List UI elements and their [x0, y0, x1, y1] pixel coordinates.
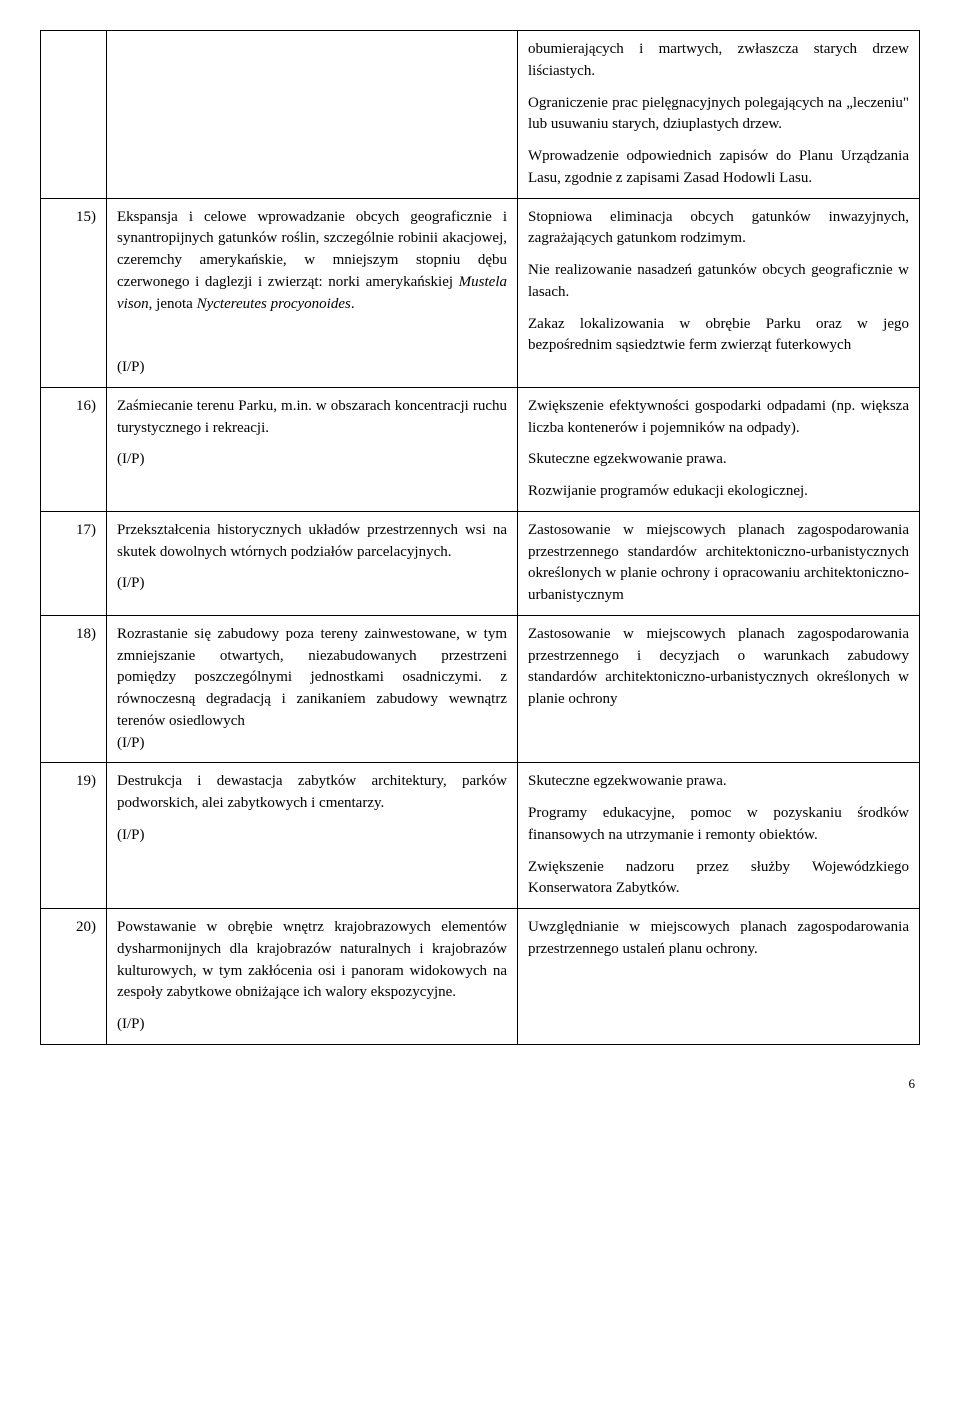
mitigation-actions: Zastosowanie w miejscowych planach zagos… [518, 511, 920, 615]
table-row: 15)Ekspansja i celowe wprowadzanie obcyc… [41, 198, 920, 387]
page-number: 6 [40, 1075, 920, 1094]
row-number: 20) [41, 909, 107, 1045]
threats-table: obumierających i martwych, zwłaszcza sta… [40, 30, 920, 1045]
threat-description: Powstawanie w obrębie wnętrz krajobrazow… [107, 909, 518, 1045]
table-row: 20)Powstawanie w obrębie wnętrz krajobra… [41, 909, 920, 1045]
table-row: 19)Destrukcja i dewastacja zabytków arch… [41, 763, 920, 909]
row-number: 19) [41, 763, 107, 909]
row-number: 15) [41, 198, 107, 387]
threat-description: Przekształcenia historycznych układów pr… [107, 511, 518, 615]
row-number: 18) [41, 615, 107, 763]
table-row: 18)Rozrastanie się zabudowy poza tereny … [41, 615, 920, 763]
table-row: 17)Przekształcenia historycznych układów… [41, 511, 920, 615]
threat-description [107, 31, 518, 199]
threat-description: Rozrastanie się zabudowy poza tereny zai… [107, 615, 518, 763]
table-row: 16)Zaśmiecanie terenu Parku, m.in. w obs… [41, 387, 920, 511]
mitigation-actions: obumierających i martwych, zwłaszcza sta… [518, 31, 920, 199]
row-number: 17) [41, 511, 107, 615]
threat-description: Zaśmiecanie terenu Parku, m.in. w obszar… [107, 387, 518, 511]
row-number: 16) [41, 387, 107, 511]
table-row: obumierających i martwych, zwłaszcza sta… [41, 31, 920, 199]
threat-description: Ekspansja i celowe wprowadzanie obcych g… [107, 198, 518, 387]
mitigation-actions: Zwiększenie efektywności gospodarki odpa… [518, 387, 920, 511]
mitigation-actions: Zastosowanie w miejscowych planach zagos… [518, 615, 920, 763]
threat-description: Destrukcja i dewastacja zabytków archite… [107, 763, 518, 909]
mitigation-actions: Stopniowa eliminacja obcych gatunków inw… [518, 198, 920, 387]
row-number [41, 31, 107, 199]
mitigation-actions: Uwzględnianie w miejscowych planach zago… [518, 909, 920, 1045]
mitigation-actions: Skuteczne egzekwowanie prawa.Programy ed… [518, 763, 920, 909]
